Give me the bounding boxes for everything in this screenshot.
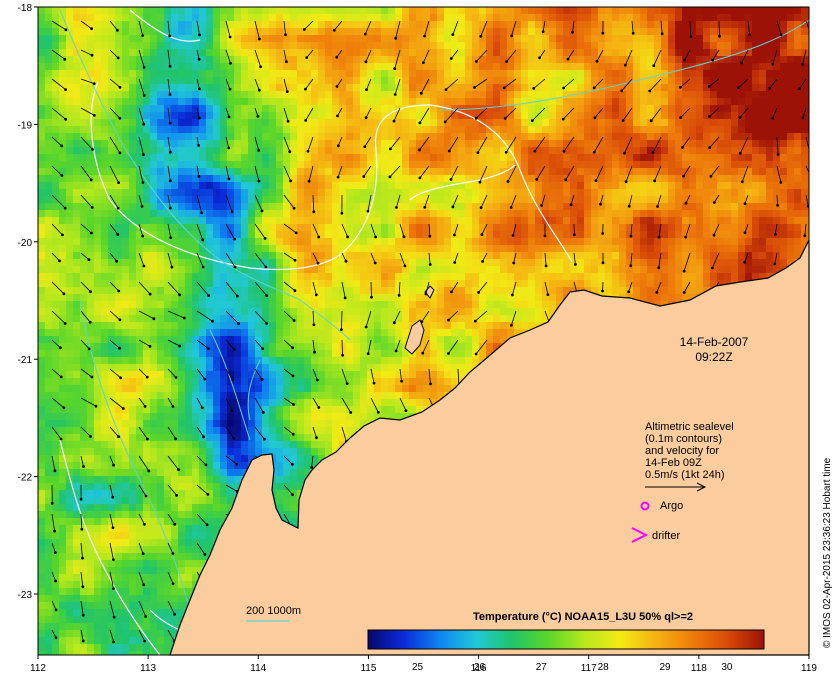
montebello-island	[424, 285, 435, 299]
time-label: 09:22Z	[695, 350, 732, 364]
colorbar-title: Temperature (°C) NOAA15_L3U 50% ql>=2	[473, 611, 693, 623]
y-tick-label-5: -23	[18, 590, 33, 601]
y-tick-label-1: -19	[18, 120, 33, 131]
colorbar-tick-1: 26	[474, 662, 486, 673]
velocity-legend: Altimetric sealevel (0.1m contours) and …	[645, 421, 734, 492]
legend-line-3: and velocity for	[645, 445, 719, 457]
drifter-label: drifter	[652, 530, 680, 542]
barrow-island	[404, 319, 425, 355]
colorbar-ticks: 25 26 27 28 29 30	[412, 662, 733, 673]
scale-arrow	[645, 482, 707, 492]
x-tick-label-6: 118	[691, 663, 707, 674]
colorbar-tick-0: 25	[412, 662, 424, 673]
colorbar-tick-2: 27	[536, 662, 548, 673]
x-tick-label-5: 117	[581, 663, 597, 674]
x-tick-label-2: 114	[250, 663, 266, 674]
argo-legend: Argo	[640, 500, 683, 512]
x-tick-label-4: 116	[471, 663, 487, 674]
bathymetry-label: 200 1000m	[246, 605, 301, 617]
x-tick-label-7: 119	[801, 663, 817, 674]
argo-icon	[640, 501, 650, 511]
legend-line-4: 14-Feb 09Z	[645, 457, 702, 469]
legend-line-2: (0.1m contours)	[645, 433, 722, 445]
colorbar-tick-4: 29	[659, 662, 671, 673]
map-frame	[37, 6, 810, 656]
y-tick-label-2: -20	[18, 238, 33, 249]
bathymetry-legend: 200 1000m	[246, 605, 301, 622]
colorbar-tick-5: 30	[721, 662, 733, 673]
credit-text: © IMOS 02-Apr-2015 23:36:23 Hobart time	[822, 457, 833, 648]
y-tick-label-3: -21	[18, 355, 33, 366]
x-tick-label-3: 115	[360, 663, 376, 674]
colorbar: Temperature (°C) NOAA15_L3U 50% ql>=2 25…	[367, 611, 765, 673]
y-axis: -18 -19 -20 -21 -22 -23	[18, 3, 38, 601]
legend-line-5: 0.5m/s (1kt 24h)	[645, 469, 724, 481]
isobaths	[59, 9, 809, 655]
x-tick-label-0: 112	[30, 663, 46, 674]
date-label: 14-Feb-2007	[680, 335, 749, 349]
colorbar-tick-3: 28	[598, 662, 610, 673]
y-tick-label-4: -22	[18, 473, 33, 484]
argo-label: Argo	[660, 500, 683, 512]
drifter-legend: drifter	[631, 527, 680, 543]
drifter-icon	[631, 527, 649, 543]
y-tick-label-0: -18	[18, 3, 33, 14]
colorbar-bar	[367, 629, 765, 650]
x-tick-label-1: 113	[140, 663, 156, 674]
x-axis: 112 113 114 115 116 117 118 119	[30, 655, 817, 674]
legend-line-1: Altimetric sealevel	[645, 421, 734, 433]
